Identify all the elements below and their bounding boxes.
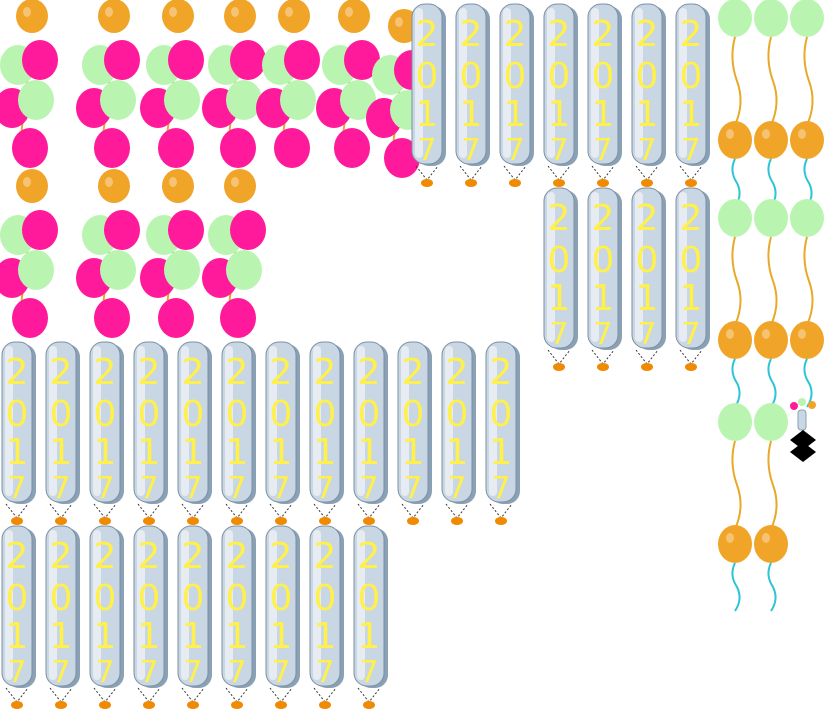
number-2017-sprite (499, 3, 535, 188)
number-2017-sprite (411, 3, 447, 188)
number-2017-sprite (309, 525, 345, 710)
balloon-strand (753, 198, 789, 408)
number-2017-row-2 (543, 187, 711, 372)
number-2017-sprite (485, 341, 521, 526)
balloon-strand (717, 0, 753, 208)
small-icon (790, 398, 816, 462)
number-2017-sprite (631, 3, 667, 188)
balloon-cluster-group-mid (0, 168, 267, 339)
hanging-balloon-strands (717, 0, 824, 612)
balloon-cluster (315, 0, 381, 169)
number-2017-sprite (353, 525, 389, 710)
number-2017-row-1 (411, 3, 711, 188)
balloon-cluster (201, 0, 267, 169)
balloon-strand (789, 198, 824, 408)
number-2017-sprite (133, 341, 169, 526)
number-2017-sprite (353, 341, 389, 526)
number-2017-sprite (675, 3, 711, 188)
balloon-cluster (201, 168, 267, 339)
number-2017-sprite (89, 525, 125, 710)
number-2017-sprite (675, 187, 711, 372)
number-2017-row-3 (1, 341, 521, 526)
balloon-cluster (0, 0, 59, 169)
balloon-strand (753, 402, 789, 612)
number-2017-sprite (309, 341, 345, 526)
number-2017-sprite (543, 187, 579, 372)
number-2017-sprite (397, 341, 433, 526)
balloon-cluster (255, 0, 321, 169)
number-2017-sprite (441, 341, 477, 526)
number-2017-sprite (1, 341, 37, 526)
number-2017-sprite (221, 341, 257, 526)
number-2017-sprite (221, 525, 257, 710)
number-2017-sprite (133, 525, 169, 710)
number-2017-sprite (587, 187, 623, 372)
number-2017-sprite (265, 525, 301, 710)
number-2017-sprite (587, 3, 623, 188)
number-2017-sprite (265, 341, 301, 526)
balloon-cluster (0, 168, 59, 339)
number-2017-sprite (631, 187, 667, 372)
number-2017-sprite (1, 525, 37, 710)
balloon-cluster (139, 0, 205, 169)
balloon-cluster (139, 168, 205, 339)
number-2017-sprite (177, 525, 213, 710)
balloon-cluster (75, 0, 141, 169)
balloon-strand (789, 0, 824, 208)
number-2017-row-4 (1, 525, 389, 710)
balloon-cluster (75, 168, 141, 339)
balloon-strand (717, 402, 753, 612)
balloon-strand (753, 0, 789, 208)
number-2017-sprite (543, 3, 579, 188)
number-2017-sprite (89, 341, 125, 526)
number-2017-sprite (45, 525, 81, 710)
balloon-cluster-group-top (0, 0, 431, 179)
balloon-strand (717, 198, 753, 408)
number-2017-sprite (45, 341, 81, 526)
number-2017-sprite (455, 3, 491, 188)
number-2017-sprite (177, 341, 213, 526)
